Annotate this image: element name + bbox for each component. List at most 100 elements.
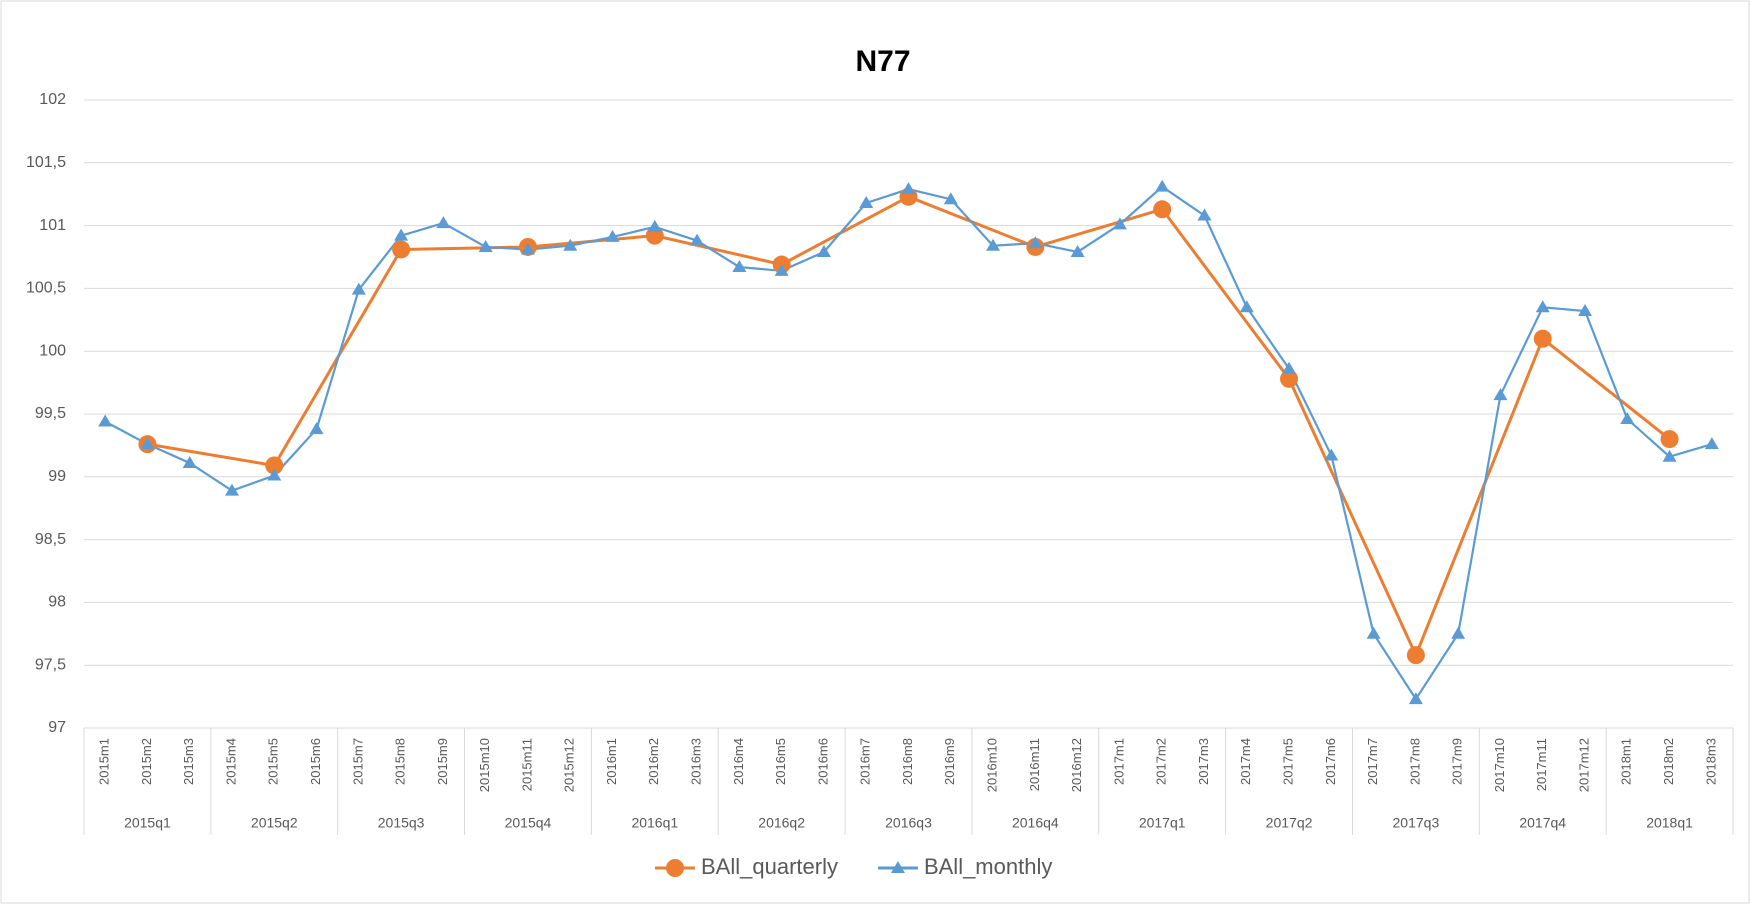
point: [1155, 179, 1170, 192]
point: [309, 422, 324, 435]
point: [1280, 369, 1299, 388]
point: [1112, 217, 1127, 230]
point: [265, 456, 284, 475]
x-tick-label: 2016m1: [604, 738, 619, 785]
x-tick-label: 2017m6: [1323, 738, 1338, 785]
x-tick-label: 2015m5: [266, 738, 281, 785]
point: [394, 228, 409, 241]
group-label: 2016q1: [631, 815, 678, 831]
x-tick-label: 2018m1: [1619, 738, 1634, 785]
point: [140, 437, 155, 450]
point: [774, 263, 789, 276]
point: [901, 182, 916, 195]
legend-label: BAll_monthly: [924, 854, 1052, 879]
y-tick-label: 100,5: [26, 280, 66, 297]
x-tick-label: 2016m8: [900, 738, 915, 785]
legend-marker: [890, 861, 905, 873]
group-label: 2015q4: [505, 815, 552, 831]
point: [1535, 300, 1550, 313]
chart-title: N77: [855, 45, 910, 78]
x-tick-label: 2015m11: [519, 738, 534, 791]
y-tick-label: 101,5: [26, 154, 66, 171]
y-tick-label: 98: [48, 594, 66, 611]
x-tick-label: 2017m11: [1534, 738, 1549, 791]
point: [1028, 236, 1043, 249]
x-tick-label: 2017m9: [1450, 738, 1465, 785]
y-tick-label: 98,5: [35, 531, 66, 548]
point: [986, 238, 1001, 251]
x-tick-label: 2017m3: [1196, 738, 1211, 785]
x-tick-label: 2017m7: [1365, 738, 1380, 785]
point: [1366, 626, 1381, 639]
point: [1451, 626, 1466, 639]
point: [1239, 300, 1254, 313]
point: [1660, 430, 1679, 449]
point: [520, 242, 535, 255]
y-tick-label: 97,5: [35, 656, 66, 673]
point: [605, 229, 620, 242]
point: [1153, 200, 1172, 219]
y-tick-label: 101: [39, 217, 66, 234]
x-tick-label: 2018m2: [1661, 738, 1676, 785]
x-tick-label: 2015m8: [393, 738, 408, 785]
x-tick-label: 2015m9: [435, 738, 450, 785]
x-tick-label: 2016m7: [858, 738, 873, 785]
x-tick-label: 2017m2: [1154, 738, 1169, 785]
point: [1070, 244, 1085, 257]
legend-marker: [666, 859, 684, 877]
point: [436, 216, 451, 229]
point: [943, 192, 958, 205]
x-tick-label: 2015m1: [97, 738, 112, 785]
point: [1282, 361, 1297, 374]
y-tick-label: 97: [48, 719, 66, 736]
group-label: 2015q2: [251, 815, 298, 831]
x-tick-label: 2016m10: [985, 738, 1000, 792]
group-label: 2017q2: [1266, 815, 1313, 831]
x-tick-label: 2016m9: [942, 738, 957, 785]
point: [690, 233, 705, 246]
point: [1406, 646, 1425, 665]
point: [1324, 448, 1339, 461]
point: [224, 483, 239, 496]
x-tick-label: 2017m1: [1111, 738, 1126, 785]
x-tick-label: 2017m5: [1280, 738, 1295, 785]
point: [732, 260, 747, 273]
x-tick-label: 2015m12: [562, 738, 577, 792]
point: [563, 238, 578, 251]
x-tick-label: 2017m12: [1576, 738, 1591, 792]
x-tick-label: 2016m5: [773, 738, 788, 785]
point: [1493, 388, 1508, 401]
y-tick-label: 102: [39, 91, 66, 108]
group-label: 2017q4: [1519, 815, 1566, 831]
x-tick-label: 2017m8: [1407, 738, 1422, 785]
point: [98, 414, 113, 427]
x-tick-label: 2015m4: [223, 738, 238, 785]
x-tick-label: 2016m3: [689, 738, 704, 785]
legend-label: BAll_quarterly: [701, 854, 838, 879]
point: [859, 195, 874, 208]
point: [267, 468, 282, 481]
x-tick-label: 2016m2: [646, 738, 661, 785]
point: [351, 282, 366, 295]
point: [392, 240, 411, 259]
x-tick-label: 2017m10: [1492, 738, 1507, 792]
group-label: 2016q2: [758, 815, 805, 831]
x-tick-label: 2016m4: [731, 738, 746, 785]
x-tick-label: 2016m12: [1069, 738, 1084, 792]
point: [647, 219, 662, 232]
x-tick-label: 2015m10: [477, 738, 492, 792]
group-label: 2015q3: [378, 815, 425, 831]
point: [1197, 208, 1212, 221]
group-label: 2016q4: [1012, 815, 1059, 831]
group-label: 2017q3: [1393, 815, 1440, 831]
x-tick-label: 2017m4: [1238, 738, 1253, 785]
group-label: 2016q3: [885, 815, 932, 831]
y-tick-label: 99: [48, 468, 66, 485]
point: [478, 239, 493, 252]
x-tick-label: 2016m11: [1027, 738, 1042, 791]
x-tick-label: 2015m7: [350, 738, 365, 785]
point: [1662, 449, 1677, 462]
point: [182, 455, 197, 468]
